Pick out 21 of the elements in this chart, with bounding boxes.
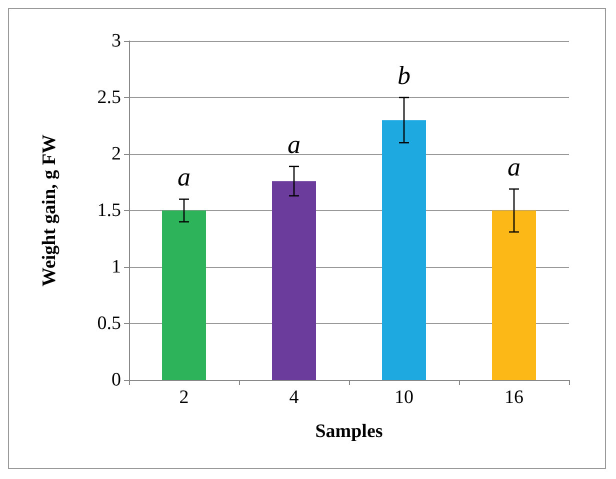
x-tick-label: 2 — [179, 387, 189, 408]
x-tick-label: 16 — [504, 387, 524, 408]
y-tick-label: 1 — [112, 256, 121, 278]
annotation: a — [288, 130, 300, 159]
annotation: a — [178, 162, 190, 192]
annotation: b — [398, 61, 410, 90]
annotation: a — [508, 152, 520, 182]
x-tick-label: 4 — [289, 387, 300, 408]
y-tick-label: 2 — [112, 144, 121, 164]
bar — [272, 181, 316, 380]
x-axis-title: Samples — [315, 421, 383, 442]
y-tick-label: 3 — [112, 30, 121, 52]
x-tick-label: 10 — [394, 387, 414, 408]
bar — [492, 210, 536, 380]
y-tick-label: 0 — [112, 370, 121, 390]
bar — [162, 210, 206, 380]
y-tick-label: 2.5 — [97, 87, 121, 108]
y-tick-label: 1.5 — [97, 200, 121, 221]
bar — [382, 120, 426, 380]
y-tick-label: 0.5 — [97, 313, 121, 334]
y-axis-title: Weight gain, g FW — [39, 134, 60, 287]
